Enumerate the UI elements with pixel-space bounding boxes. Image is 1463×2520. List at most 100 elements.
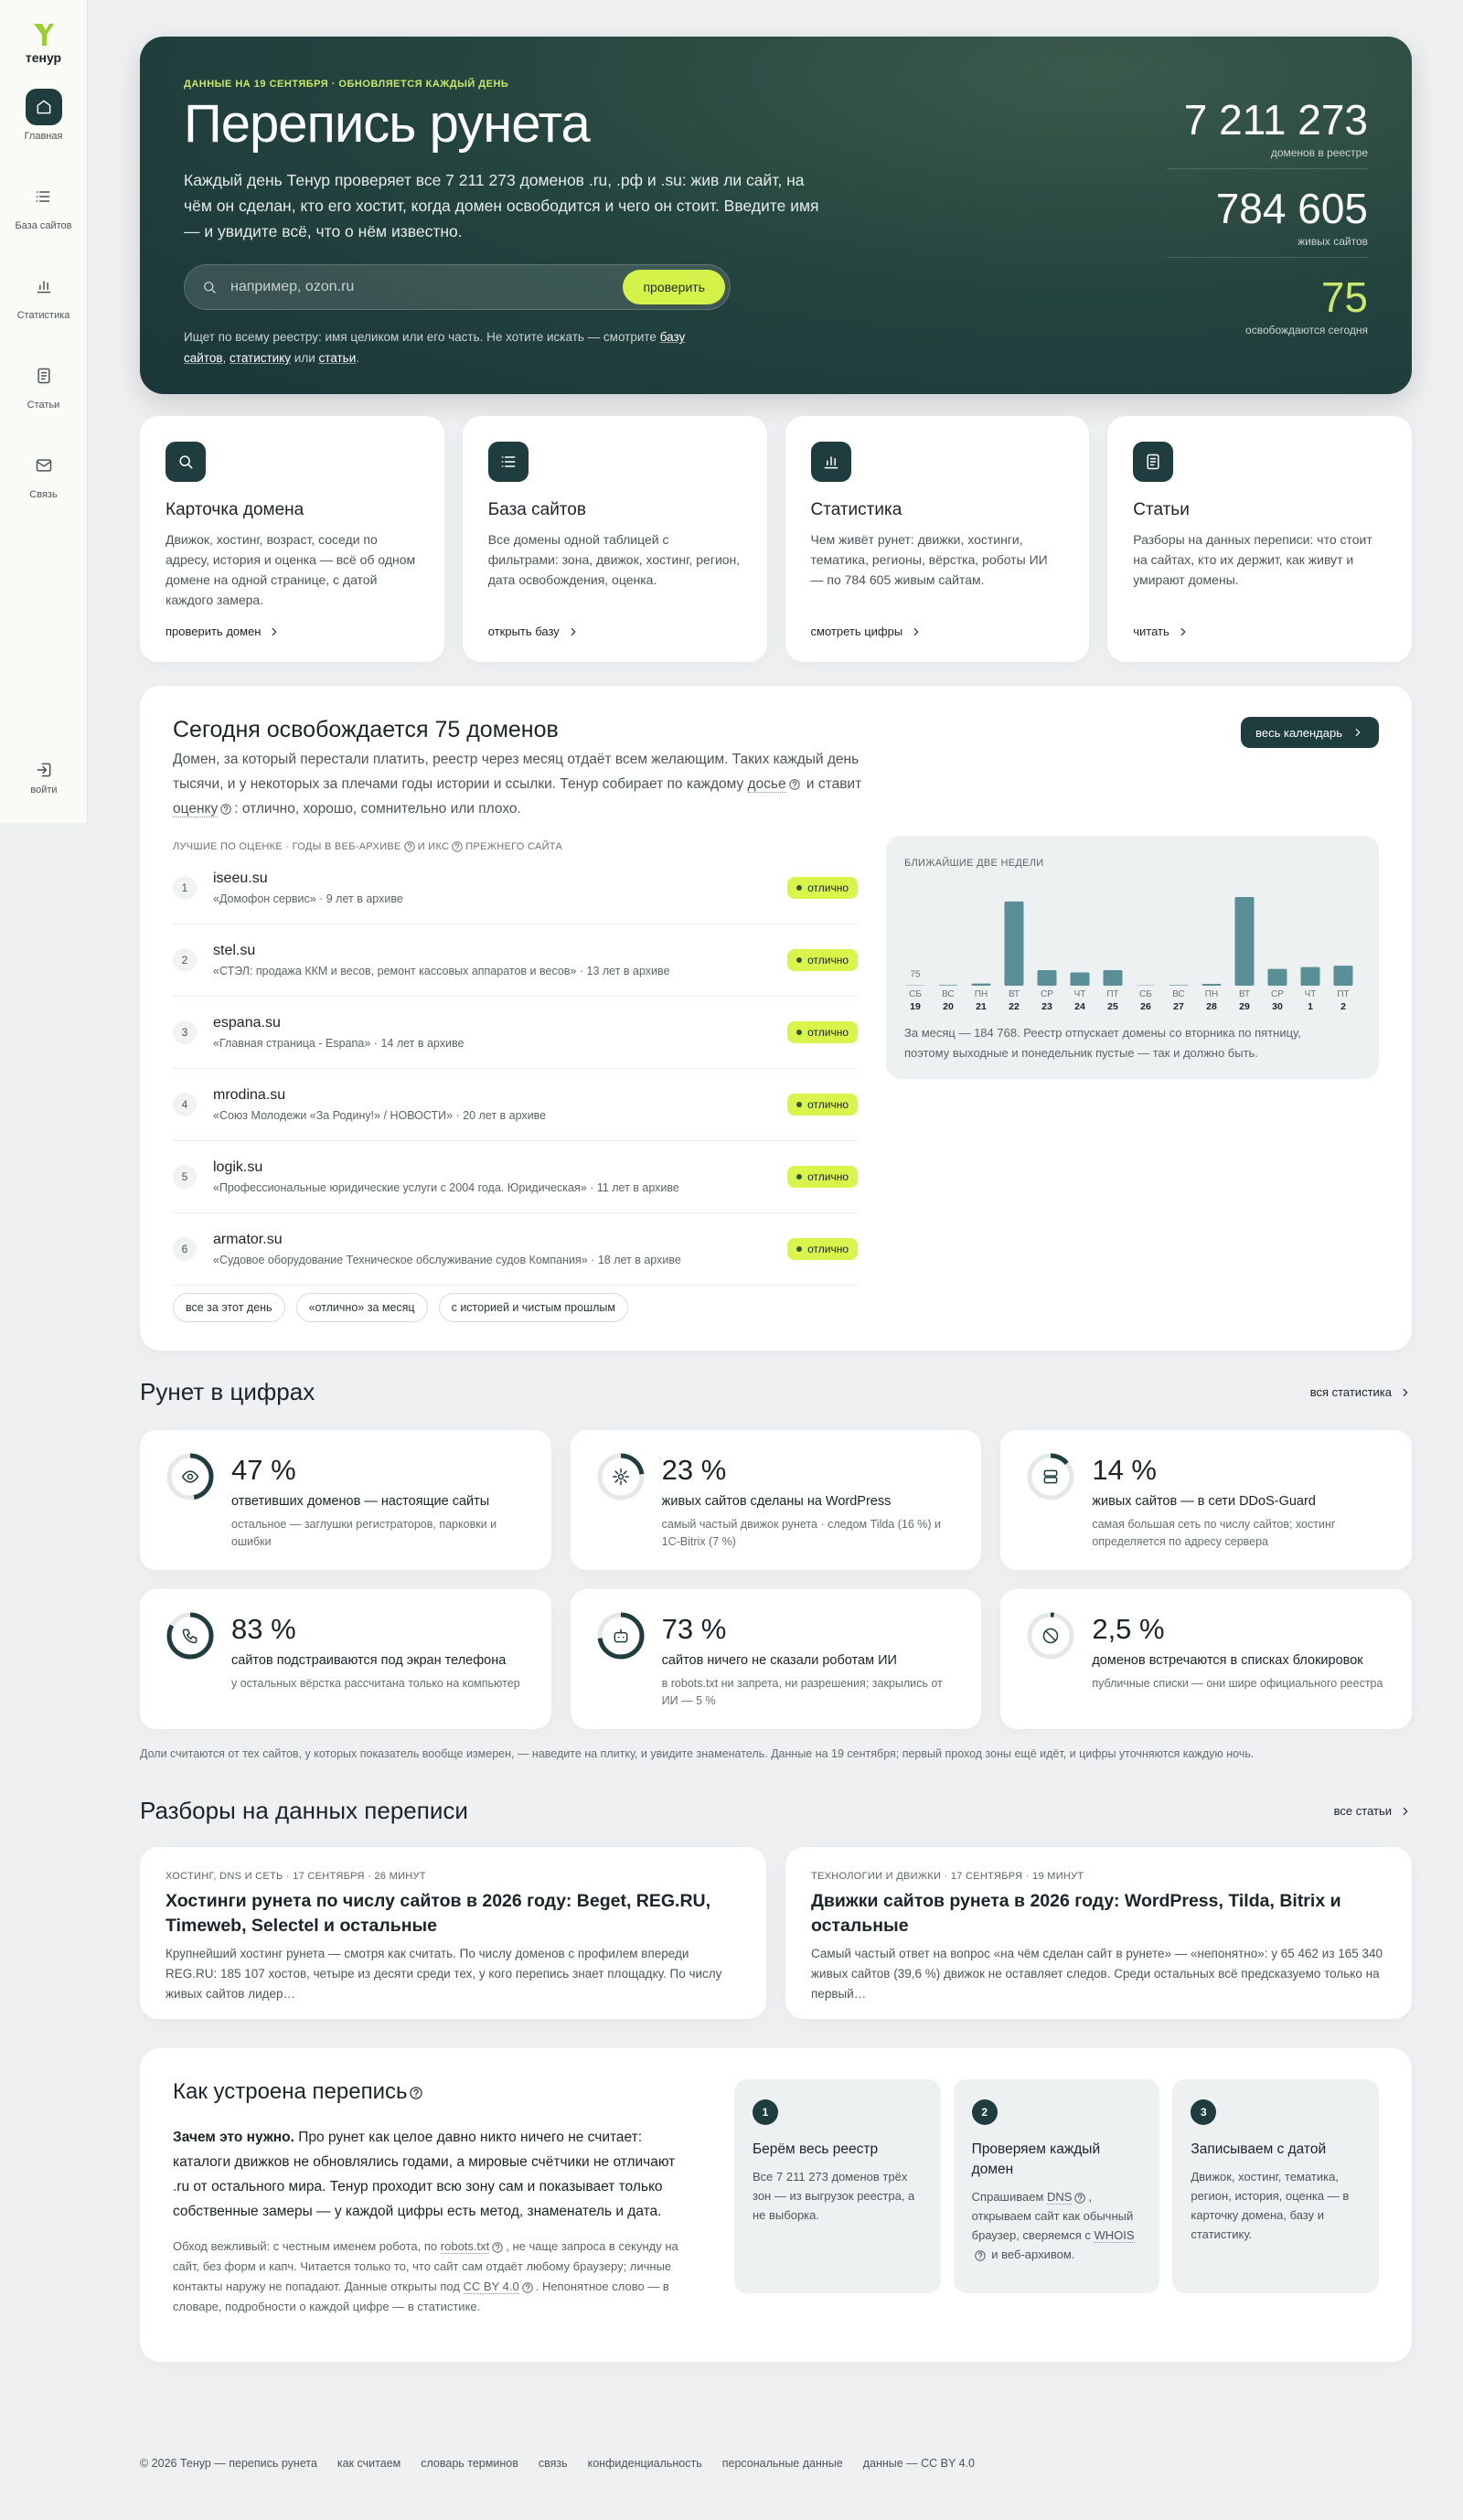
footer-link[interactable]: связь xyxy=(538,2457,568,2470)
row-body: espana.su «Главная страница - Espana» · 1… xyxy=(213,1015,771,1050)
chip[interactable]: все за этот день xyxy=(173,1293,285,1323)
feature-card[interactable]: Карточка домена Движок, хостинг, возраст,… xyxy=(140,416,444,662)
article-card[interactable]: ТЕХНОЛОГИИ И ДВИЖКИ · 17 СЕНТЯБРЯ · 19 М… xyxy=(785,1847,1412,2019)
domain-row[interactable]: 4 mrodina.su «Союз Молодежи «За Родину!» /… xyxy=(173,1069,858,1142)
stat-card[interactable]: 23 % живых сайтов сделаны на WordPress сам… xyxy=(570,1430,982,1570)
day-label: ПН xyxy=(975,989,988,999)
nav-item[interactable]: Связь xyxy=(26,447,62,500)
ring xyxy=(596,1611,646,1660)
icon xyxy=(37,281,50,294)
today-head: Сегодня освобождается 75 доменов Домен, з… xyxy=(173,717,868,821)
chip[interactable]: «отлично» за месяц xyxy=(295,1293,428,1323)
icon xyxy=(36,459,51,472)
bar xyxy=(1004,901,1024,986)
calendar-button[interactable]: весь календарь xyxy=(1241,717,1379,748)
chip[interactable]: с историей и чистым прошлым xyxy=(438,1293,628,1323)
day-label: СР xyxy=(1271,989,1284,999)
stat-card[interactable]: 83 % сайтов подстраиваются под экран теле… xyxy=(140,1589,551,1729)
term[interactable]: оценку xyxy=(173,801,219,817)
search[interactable]: например, ozon.ru проверить xyxy=(184,264,731,310)
link-text: вся статистика xyxy=(1309,1385,1392,1399)
icon-part xyxy=(522,2281,533,2293)
feature-card[interactable]: Статистика Чем живёт рунет: движки, хости… xyxy=(785,416,1090,662)
footer-link[interactable]: данные — CC BY 4.0 xyxy=(862,2457,975,2470)
article-card[interactable]: ХОСТИНГ, DNS И СЕТЬ · 17 СЕНТЯБРЯ · 26 М… xyxy=(140,1847,766,2019)
stat-card[interactable]: 73 % сайтов ничего не сказали роботам ИИ в… xyxy=(570,1589,982,1729)
term[interactable]: досье xyxy=(747,776,786,793)
stat-value: 73 % xyxy=(661,1613,727,1645)
icon-part xyxy=(36,459,51,472)
nav-item[interactable]: Статьи xyxy=(26,358,62,411)
day-label: ПТ xyxy=(1337,989,1349,999)
nav-item[interactable]: База сайтов xyxy=(15,178,72,231)
footer-link[interactable]: конфиденциальность xyxy=(587,2457,702,2470)
card-link[interactable]: читать xyxy=(1133,625,1190,638)
day-label: ВС xyxy=(942,989,955,999)
feature-card[interactable]: Статьи Разборы на данных переписи: что ст… xyxy=(1107,416,1412,662)
icon xyxy=(614,1628,628,1643)
footnote: Доли считаются от тех сайтов, у которых … xyxy=(140,1747,1255,1760)
icon-part xyxy=(1043,1469,1058,1477)
feature-cards: Карточка домена Движок, хостинг, возраст,… xyxy=(140,416,1412,662)
ring-chart xyxy=(597,1453,645,1500)
nav-label: Связь xyxy=(29,489,58,500)
text: Спрашиваем xyxy=(971,2190,1048,2204)
login[interactable]: войти xyxy=(0,761,88,796)
footer: © 2026 Тенур — перепись рунета как считае… xyxy=(140,2457,975,2470)
card-link[interactable]: проверить домен xyxy=(166,625,281,638)
stat-body: 14 % живых сайтов — в сети DDoS-Guard сама… xyxy=(1092,1452,1386,1548)
text: Все 7 211 273 доменов трёх зон — из выгр… xyxy=(753,2170,915,2222)
link[interactable]: статистику xyxy=(230,351,292,365)
domain-row[interactable]: 2 stel.su «СТЭЛ: продажа ККМ и весов, ремо… xyxy=(173,924,858,998)
logo: тенур xyxy=(0,20,87,65)
footer-link[interactable]: словарь терминов xyxy=(421,2457,518,2470)
icon xyxy=(1403,1807,1408,1815)
day-label: ПТ xyxy=(1106,989,1118,999)
link[interactable]: статьи xyxy=(318,351,357,365)
footer-link[interactable]: как считаем xyxy=(336,2457,401,2470)
icon-part xyxy=(403,841,415,852)
term[interactable]: CC BY 4.0 xyxy=(463,2280,519,2294)
section-link[interactable]: все статьи xyxy=(1334,1804,1412,1818)
bar xyxy=(1300,966,1320,986)
stat-card[interactable]: 14 % живых сайтов — в сети DDoS-Guard сама… xyxy=(1000,1430,1412,1570)
domain-row[interactable]: 6 armator.su «Судовое оборудование Техниче… xyxy=(173,1213,858,1287)
icon-part xyxy=(1043,1628,1059,1644)
how: Как устроена перепись Зачем это нужно. Пр… xyxy=(140,2048,1412,2362)
domain-row[interactable]: 3 espana.su «Главная страница - Espana» · … xyxy=(173,997,858,1070)
day-label: ВС xyxy=(1172,989,1185,999)
link[interactable]: базу сайтов xyxy=(184,330,686,365)
term[interactable]: DNS xyxy=(1047,2190,1073,2205)
card-link[interactable]: смотреть цифры xyxy=(811,625,924,638)
day-label: ПН xyxy=(1205,989,1218,999)
term[interactable]: WHOIS xyxy=(1094,2228,1135,2243)
search-input[interactable]: например, ozon.ru xyxy=(230,279,355,294)
section-link[interactable]: вся статистика xyxy=(1310,1385,1412,1399)
chart-note: За месяц — 184 768. Реестр отпускает дом… xyxy=(904,1026,1301,1060)
footer-link[interactable]: персональные данные xyxy=(721,2457,843,2470)
card-icon xyxy=(166,442,206,482)
stat-card[interactable]: 2,5 % доменов встречаются в списках блоки… xyxy=(1000,1589,1412,1729)
text: Домен, за который перестали платить, рее… xyxy=(173,752,860,792)
domain-info: «Домофон сервис» · 9 лет в архиве xyxy=(213,892,403,906)
domain-row[interactable]: 1 iseeu.su «Домофон сервис» · 9 лет в архи… xyxy=(173,852,858,925)
search-button[interactable]: проверить xyxy=(623,270,725,304)
nav-item[interactable]: Статистика xyxy=(17,268,69,321)
icon-part xyxy=(1147,454,1159,470)
grade-badge: отлично xyxy=(787,877,858,900)
day-label: ЧТ xyxy=(1305,989,1317,999)
icon-part xyxy=(1180,627,1186,635)
day-label: ВТ xyxy=(1239,989,1250,999)
icon xyxy=(410,2087,423,2099)
ring-arc xyxy=(166,1612,214,1660)
card-link[interactable]: открыть базу xyxy=(488,625,580,638)
date-label: 23 xyxy=(1041,1001,1052,1012)
stat-card[interactable]: 47 % ответивших доменов — настоящие сайты… xyxy=(140,1430,551,1570)
nav-item[interactable]: Главная xyxy=(25,89,62,142)
date-label: 25 xyxy=(1107,1001,1118,1012)
icon-part xyxy=(220,804,231,815)
button-text: весь календарь xyxy=(1255,725,1342,740)
domain-row[interactable]: 5 logik.su «Профессиональные юридические у… xyxy=(173,1141,858,1214)
feature-card[interactable]: База сайтов Все домены одной таблицей с ф… xyxy=(462,416,767,662)
term[interactable]: robots.txt xyxy=(440,2239,490,2254)
